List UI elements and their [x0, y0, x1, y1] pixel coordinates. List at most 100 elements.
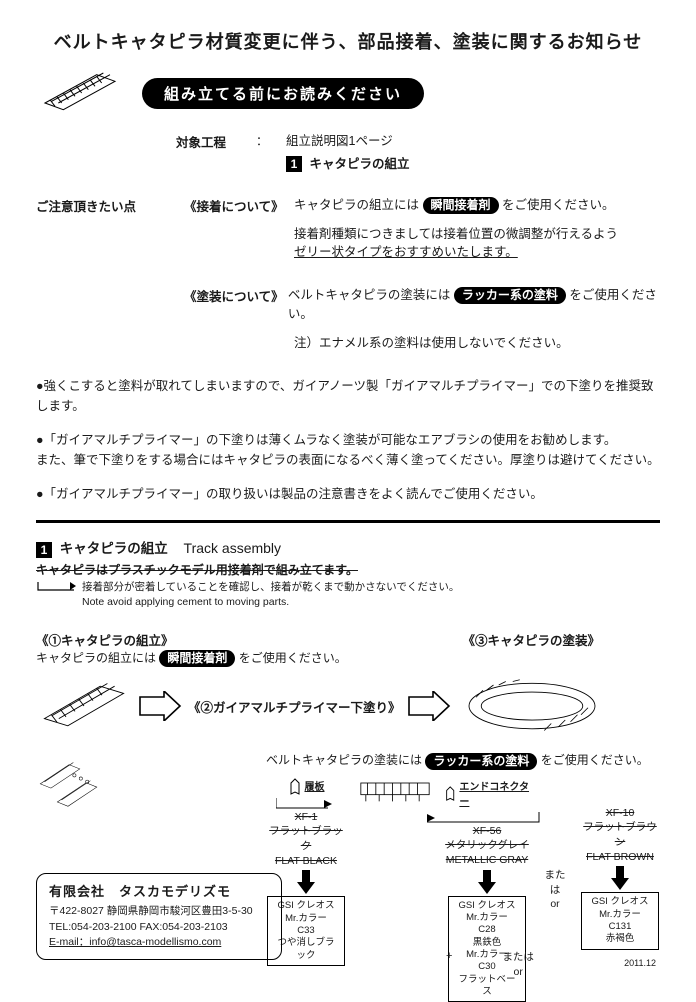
- paint-line: ベルトキャタピラの塗装には ラッカー系の塗料 をご使用ください。: [266, 751, 660, 769]
- paintline-post: をご使用ください。: [541, 753, 649, 767]
- arrow-2-icon: [407, 691, 451, 721]
- assembly-note-wrap: 接着部分が密着していることを確認し、接着が乾くまで動かさないでください。 Not…: [36, 580, 660, 609]
- adhesive-pre: キャタピラの組立には: [294, 198, 419, 212]
- or-2: または or: [502, 950, 534, 979]
- company-name: 有限会社 タスカモデリズモ: [49, 882, 269, 902]
- adhesive-post: をご使用ください。: [502, 198, 615, 212]
- step1-block: 《①キャタピラの組立》 キャタピラの組立には 瞬間接着剤 をご使用ください。: [36, 630, 347, 667]
- tread-hdr: 履板: [288, 778, 325, 796]
- target-line1: 組立説明図1ページ: [286, 132, 410, 151]
- xf56b: メタリックグレイ: [445, 839, 529, 851]
- connector-col-2: XF-10 フラットブラウン FLAT BROWN GSI クレオス Mr.カラ…: [580, 778, 660, 950]
- or-1: または or: [540, 868, 570, 912]
- assembly-note: 接着部分が密着していることを確認し、接着が乾くまで動かさないでください。 Not…: [82, 580, 459, 609]
- step3-heading: 《③キャタピラの塗装》: [462, 630, 600, 649]
- assembly-numbox: 1: [36, 542, 52, 558]
- adhesive-body: キャタピラの組立には 瞬間接着剤 をご使用ください。: [294, 196, 615, 215]
- assembly-jp: キャタピラの組立: [60, 541, 168, 556]
- paint-pre: ベルトキャタピラの塗装には: [288, 288, 451, 302]
- step3-track-loop-icon: [457, 671, 607, 741]
- colon: ：: [256, 132, 286, 174]
- steps-graphic-row: 《②ガイアマルチプライマー下塗り》: [36, 671, 660, 741]
- adhesive-heading: 《接着について》: [184, 196, 294, 215]
- paintbox-2-wrap: GSI クレオス Mr.カラー C28 黒鉄色 Mr.カラー C30 フラットベ…: [448, 896, 526, 1002]
- tread-strike: XF-1 フラットブラック FLAT BLACK: [266, 810, 346, 869]
- assembly-head: 1 キャタピラの組立 Track assembly: [36, 537, 660, 557]
- step1-text: キャタピラの組立には 瞬間接着剤 をご使用ください。: [36, 649, 347, 667]
- xf56c: METALLIC GRAY: [446, 854, 528, 866]
- xf1b: フラットブラック: [269, 825, 343, 852]
- step1-badge: 瞬間接着剤: [159, 650, 235, 667]
- xf1c: FLAT BLACK: [275, 855, 337, 867]
- step3-detail: ベルトキャタピラの塗装には ラッカー系の塗料 をご使用ください。 履板 XF-1…: [266, 751, 660, 980]
- down-arrow-icon-2: [476, 868, 498, 896]
- date: 2011.12: [624, 958, 656, 968]
- target-numbox: 1: [286, 156, 302, 172]
- target-label: 対象工程: [176, 132, 256, 174]
- paint-row: 《塗装について》 ベルトキャタピラの塗装には ラッカー系の塗料 をご使用ください…: [36, 286, 660, 324]
- adhesive-note: 接着剤種類につきましては接着位置の微調整が行えるよう ゼリー状タイプをおすすめい…: [294, 225, 660, 263]
- paint-note: 注）エナメル系の塗料は使用しないでください。: [294, 334, 660, 353]
- target-row: 対象工程 ： 組立説明図1ページ 1 キャタピラの組立: [176, 132, 660, 174]
- paintline-pre: ベルトキャタピラの塗装には: [266, 753, 422, 767]
- connector-hdr: エンドコネクター: [444, 778, 530, 810]
- plus-sign: +: [446, 950, 452, 979]
- target-body: 組立説明図1ページ 1 キャタピラの組立: [286, 132, 410, 174]
- step3-block: 《③キャタピラの塗装》: [462, 630, 600, 667]
- conn-strike-1: XF-56 メタリックグレイ METALLIC GRAY: [445, 824, 529, 868]
- bullet-3: ●「ガイアマルチプライマー」の取り扱いは製品の注意書きをよく読んでご使用ください…: [36, 484, 660, 504]
- xf56a: XF-56: [473, 825, 502, 837]
- conn-line-icon: [427, 810, 547, 824]
- pencil-icon-2: [444, 785, 456, 803]
- company-box: 有限会社 タスカモデリズモ 〒422-8027 静岡県静岡市駿河区豊田3-5-3…: [36, 873, 282, 960]
- step1-assembly-icon: [36, 741, 116, 831]
- target-line2: キャタピラの組立: [309, 157, 409, 171]
- adhesive-row: ご注意頂きたい点 《接着について》 キャタピラの組立には 瞬間接着剤 をご使用く…: [36, 196, 660, 215]
- note-arrow-icon: [36, 580, 76, 592]
- xf10a: XF-10: [606, 807, 635, 819]
- adhesive-line2a: 接着剤種類につきましては接着位置の微調整が行えるよう: [294, 227, 618, 241]
- down-arrow-icon-1: [295, 868, 317, 896]
- step1-track-icon-a: [36, 679, 132, 733]
- target-line2-wrap: 1 キャタピラの組立: [286, 155, 410, 174]
- arrow-1-icon: [138, 691, 182, 721]
- pencil-icon-1: [288, 778, 302, 796]
- adhesive-badge: 瞬間接着剤: [423, 197, 499, 214]
- caution-label: ご注意頂きたい点: [36, 196, 184, 215]
- track-icon-top: [36, 68, 124, 118]
- down-arrow-icon-3: [609, 864, 631, 892]
- paintline-badge: ラッカー系の塗料: [425, 753, 537, 770]
- step1-heading: 《①キャタピラの組立》: [36, 630, 347, 649]
- tread-label: 履板: [305, 778, 325, 793]
- paint-body: ベルトキャタピラの塗装には ラッカー系の塗料 をご使用ください。: [288, 286, 660, 324]
- company-addr: 〒422-8027 静岡県静岡市駿河区豊田3-5-30: [49, 904, 269, 920]
- step2-heading: 《②ガイアマルチプライマー下塗り》: [188, 697, 401, 716]
- assembly-note-jp: 接着部分が密着していることを確認し、接着が乾くまで動かさないでください。: [82, 581, 459, 593]
- tread-line-icon: [276, 796, 336, 810]
- company-tel: TEL:054-203-2100 FAX:054-203-2103: [49, 920, 269, 936]
- page-title: ベルトキャタピラ材質変更に伴う、部品接着、塗装に関するお知らせ: [36, 28, 660, 54]
- spacer: [36, 286, 184, 324]
- steps-top-row: 《①キャタピラの組立》 キャタピラの組立には 瞬間接着剤 をご使用ください。 《…: [36, 630, 660, 667]
- assembly-en: Track assembly: [184, 540, 282, 556]
- divider: [36, 520, 660, 523]
- adhesive-line2b: ゼリー状タイプをおすすめいたします。: [294, 245, 518, 259]
- paintbox-3: GSI クレオス Mr.カラー C131 赤褐色: [581, 892, 659, 949]
- bullet-2: ●「ガイアマルチプライマー」の下塗りは薄くムラなく塗装が可能なエアブラシの使用を…: [36, 430, 660, 470]
- step1-post: をご使用ください。: [239, 651, 347, 665]
- banner-pill: 組み立てる前にお読みください: [142, 78, 424, 109]
- company-mail: E-mail：info@tasca-modellismo.com: [49, 935, 269, 951]
- paint-badge: ラッカー系の塗料: [454, 287, 566, 304]
- assembly-note-en: Note avoid applying cement to moving par…: [82, 596, 289, 608]
- xf10b: フラットブラウン: [583, 821, 657, 848]
- step1-pre: キャタピラの組立には: [36, 651, 156, 665]
- assembly-strike: キャタピラはプラスチックモデル用接着剤で組み立てます。: [36, 562, 660, 579]
- xf1a: XF-1: [295, 811, 318, 823]
- xf10c: FLAT BROWN: [586, 851, 654, 863]
- paint-heading: 《塗装について》: [184, 286, 288, 324]
- paintbox-2: GSI クレオス Mr.カラー C28 黒鉄色 Mr.カラー C30 フラットベ…: [448, 896, 526, 1002]
- banner-row: 組み立てる前にお読みください: [36, 68, 660, 118]
- connector-label: エンドコネクター: [459, 778, 530, 808]
- paint-track-icon: [356, 778, 434, 808]
- bullet-1: ●強くこすると塗料が取れてしまいますので、ガイアノーツ製「ガイアマルチプライマー…: [36, 376, 660, 416]
